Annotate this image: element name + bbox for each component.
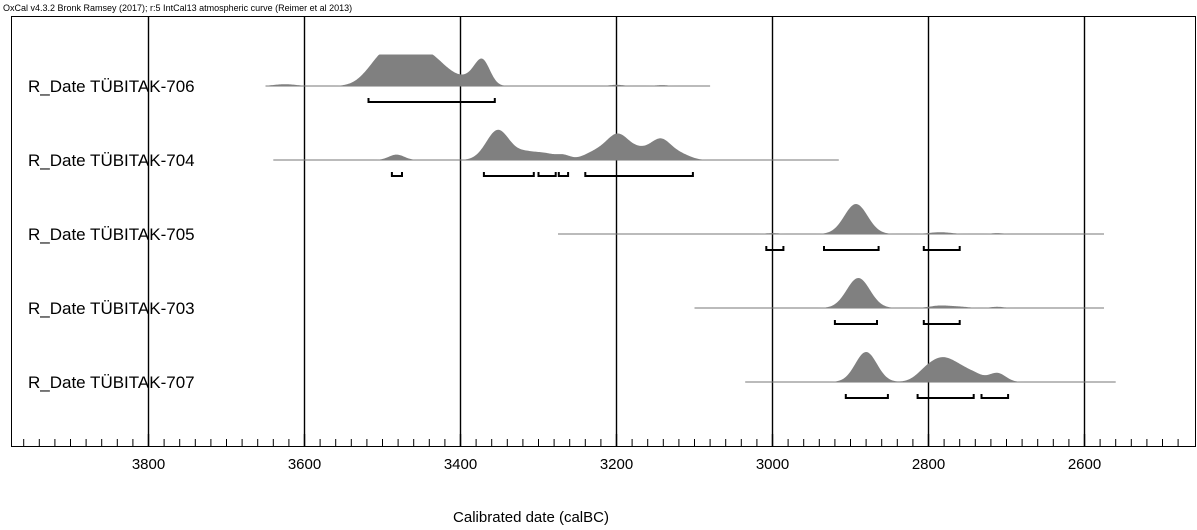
- hpd-range-bracket: [584, 172, 694, 177]
- credit-text: OxCal v4.3.2 Bronk Ramsey (2017); r:5 In…: [3, 3, 352, 13]
- series-label: R_Date TÜBITAK-705: [28, 225, 195, 244]
- hpd-range-bracket: [922, 246, 961, 251]
- hpd-range-bracket: [537, 172, 557, 177]
- probability-distribution: [745, 352, 1116, 382]
- date-row: R_Date TÜBITAK-704: [28, 129, 839, 177]
- probability-distribution: [273, 129, 839, 160]
- probability-distribution: [265, 54, 711, 86]
- series-label: R_Date TÜBITAK-707: [28, 373, 195, 392]
- grid-lines: [147, 17, 1086, 446]
- tick-label: 3400: [444, 456, 477, 473]
- tick-label: 3800: [132, 456, 165, 473]
- hpd-range-bracket: [823, 246, 880, 251]
- tick-label: 2600: [1068, 456, 1101, 473]
- tick-label: 2800: [912, 456, 945, 473]
- plot-frame: [11, 16, 1196, 447]
- hpd-range-bracket: [390, 172, 403, 177]
- hpd-range-bracket: [833, 320, 878, 325]
- tick-label: 3200: [600, 456, 633, 473]
- series-label: R_Date TÜBITAK-704: [28, 151, 195, 170]
- probability-distribution: [694, 278, 1104, 308]
- series-label: R_Date TÜBITAK-706: [28, 77, 195, 96]
- hpd-range-bracket: [980, 394, 1010, 399]
- date-row: R_Date TÜBITAK-705: [28, 204, 1104, 251]
- series-label: R_Date TÜBITAK-703: [28, 299, 195, 318]
- hpd-range-bracket: [557, 172, 570, 177]
- probability-distribution: [558, 204, 1104, 234]
- hpd-range-bracket: [916, 394, 975, 399]
- date-row: R_Date TÜBITAK-703: [28, 278, 1104, 325]
- hpd-range-bracket: [367, 98, 496, 103]
- hpd-range-bracket: [482, 172, 535, 177]
- hpd-range-bracket: [922, 320, 961, 325]
- hpd-range-bracket: [765, 246, 785, 251]
- date-row: R_Date TÜBITAK-707: [28, 352, 1116, 399]
- tick-label: 3600: [288, 456, 321, 473]
- tick-label: 3000: [756, 456, 789, 473]
- hpd-range-bracket: [844, 394, 889, 399]
- date-rows: R_Date TÜBITAK-706 R_Date TÜBITAK-704 R_Da…: [28, 54, 1116, 399]
- x-axis-title: Calibrated date (calBC): [453, 509, 609, 526]
- x-axis: 3800 3600 3400 3200 3000 2800 2600: [23, 434, 1179, 473]
- date-row: R_Date TÜBITAK-706: [28, 54, 711, 103]
